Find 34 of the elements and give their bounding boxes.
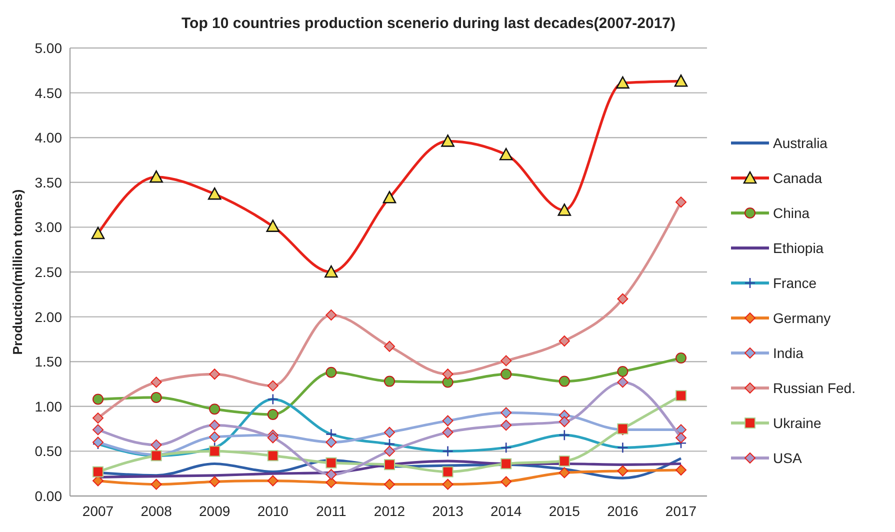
x-tick-label: 2007 bbox=[82, 503, 114, 519]
x-tick-label: 2014 bbox=[490, 503, 522, 519]
y-tick-label: 3.50 bbox=[34, 174, 62, 190]
y-tick-label: 1.00 bbox=[34, 398, 62, 414]
legend-label: Canada bbox=[773, 170, 822, 186]
legend-label: Ethiopia bbox=[773, 240, 824, 256]
legend-label: China bbox=[773, 205, 810, 221]
legend-label: USA bbox=[773, 450, 802, 466]
chart-title: Top 10 countries production scenerio during last decades(2007-2017) bbox=[181, 15, 676, 32]
legend-label: Ukraine bbox=[773, 415, 822, 431]
x-tick-label: 2015 bbox=[548, 503, 580, 519]
legend-label: France bbox=[773, 275, 817, 291]
y-tick-label: 1.50 bbox=[34, 354, 62, 370]
y-tick-label: 3.00 bbox=[34, 219, 62, 236]
y-tick-label: 5.00 bbox=[34, 40, 62, 56]
x-tick-label: 2011 bbox=[316, 503, 346, 519]
legend-label: India bbox=[773, 345, 804, 361]
y-tick-label: 4.00 bbox=[34, 130, 62, 146]
x-tick-label: 2009 bbox=[199, 503, 230, 519]
x-tick-label: 2017 bbox=[665, 503, 697, 519]
x-tick-label: 2012 bbox=[374, 503, 406, 519]
legend-label: Russian Fed. bbox=[773, 380, 856, 396]
x-tick-label: 2016 bbox=[607, 503, 638, 519]
x-tick-label: 2008 bbox=[140, 503, 172, 519]
x-tick-label: 2010 bbox=[257, 503, 289, 519]
y-tick-label: 0.50 bbox=[34, 443, 62, 460]
y-tick-label: 4.50 bbox=[34, 84, 62, 101]
y-tick-label: 2.50 bbox=[34, 264, 62, 280]
y-tick-label: 0.00 bbox=[34, 488, 62, 504]
y-tick-label: 2.00 bbox=[34, 308, 62, 325]
legend-label: Australia bbox=[773, 135, 828, 151]
x-tick-label: 2013 bbox=[432, 503, 464, 519]
legend-label: Germany bbox=[773, 310, 831, 326]
y-axis-title: Production(million tonnes) bbox=[10, 189, 25, 355]
